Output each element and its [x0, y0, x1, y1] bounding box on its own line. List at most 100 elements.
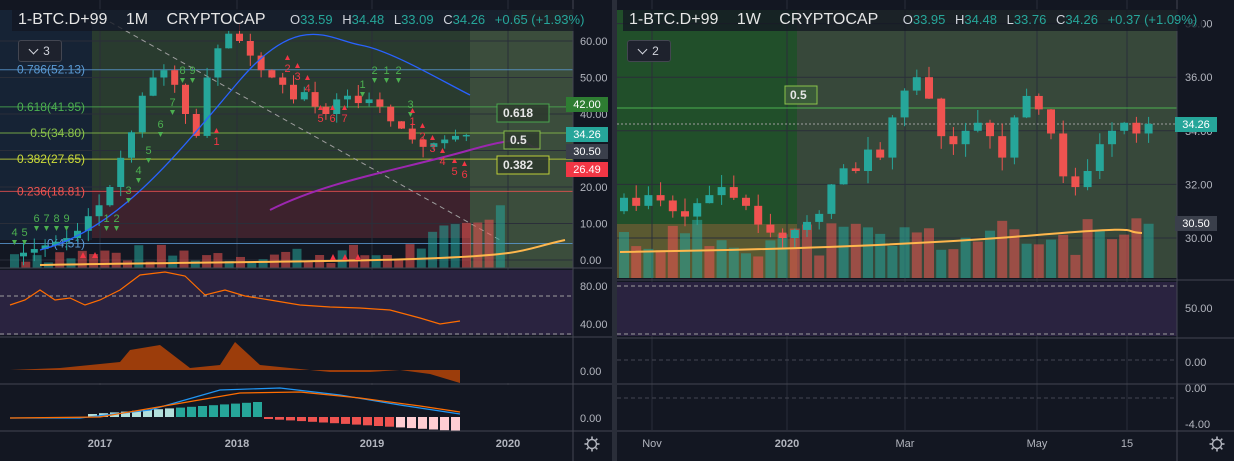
td-green-marker	[44, 226, 49, 231]
candle-body	[937, 98, 946, 137]
volume-bar	[814, 255, 825, 278]
candle-body	[912, 77, 921, 91]
td-green-marker	[12, 240, 17, 245]
candle-body	[949, 136, 958, 145]
candle-body	[322, 106, 330, 114]
candle-body	[419, 139, 427, 147]
td-green-marker	[114, 226, 119, 231]
chevron-down-icon	[637, 44, 648, 54]
td-red-count: 6	[461, 169, 467, 181]
candle-body	[203, 77, 211, 136]
td-red-marker	[305, 75, 310, 80]
td-green-marker	[360, 92, 365, 97]
td-green-count: 7	[169, 97, 175, 109]
macd-histogram-bar	[451, 417, 460, 431]
td-red-marker	[452, 158, 457, 163]
td-green-marker	[408, 112, 413, 117]
candle-body	[192, 114, 200, 136]
td-red-marker	[342, 105, 347, 110]
macd-histogram-bar	[396, 417, 405, 428]
candle-body	[1083, 171, 1092, 188]
volume-bar	[1009, 229, 1020, 278]
candle-body	[300, 92, 308, 100]
td-red-marker	[430, 135, 435, 140]
momentum-axis-tick: 0.00	[1185, 357, 1206, 369]
macd-histogram-bar	[440, 417, 449, 431]
price-badge-label: 42.00	[573, 99, 601, 111]
candle-body	[441, 139, 449, 144]
volume-bar	[850, 223, 861, 278]
candle-body	[279, 77, 287, 85]
candle-body	[160, 70, 168, 78]
indicators-toggle-button[interactable]: 3	[18, 40, 62, 62]
macd-histogram-bar	[275, 417, 284, 420]
td-green-count: 1	[359, 79, 365, 91]
settings-gear-icon[interactable]	[584, 436, 600, 452]
volume-bar	[111, 252, 121, 268]
symbol-title[interactable]: 1-BTC.D+99	[629, 11, 719, 28]
td-green-count: 3	[125, 185, 131, 197]
change-value: +0.37 (+1.09%)	[1107, 12, 1198, 27]
monthly-chart-canvas[interactable]: 0.786(52.13) 0.618(41.95) 0.5(34.80) 0.382(…	[0, 0, 612, 461]
momentum-area	[10, 342, 460, 383]
interval-label[interactable]: 1W	[736, 11, 761, 28]
fib-level-label: 0.236(18.81)	[17, 184, 85, 198]
td-green-marker	[136, 178, 141, 183]
price-badge	[566, 144, 608, 159]
td-red-count: 1	[213, 136, 219, 148]
indicators-toggle-button[interactable]: 2	[627, 40, 671, 62]
interval-label[interactable]: 1M	[125, 11, 149, 28]
fib-box-label: 0.5	[510, 133, 527, 147]
price-axis-tick: 10.00	[580, 219, 608, 231]
candle-body	[717, 187, 726, 196]
td-green-count: 9	[189, 65, 195, 77]
volume-bar	[643, 248, 654, 278]
candle-body	[973, 122, 982, 131]
weekly-chart-header: 1-BTC.D+99 1W CRYPTOCAP O33.95 H34.48 L3…	[623, 9, 1204, 31]
weekly-chart-canvas[interactable]: 0.538.0036.0034.0032.0030.0050.000.000.0…	[617, 0, 1234, 461]
volume-bar	[55, 252, 65, 268]
candle-body	[790, 229, 799, 238]
fib-level-label: 0.786(52.13)	[17, 63, 85, 77]
td-red-count: 5	[317, 113, 323, 125]
price-axis-tick: 20.00	[580, 182, 608, 194]
price-axis-tick: 0.00	[580, 255, 601, 267]
volume-bar	[450, 224, 460, 268]
symbol-title[interactable]: 1-BTC.D+99	[18, 11, 108, 28]
macd-histogram-bar	[154, 409, 163, 417]
settings-gear-icon[interactable]	[1209, 436, 1225, 452]
td-red-marker	[318, 105, 323, 110]
td-red-marker	[440, 148, 445, 153]
weekly-chart[interactable]: 0.538.0036.0034.0032.0030.0050.000.000.0…	[617, 0, 1234, 461]
fib-box	[503, 130, 541, 150]
td-red-count: 5	[451, 166, 457, 178]
volume-bar	[875, 233, 886, 278]
td-green-count: 5	[21, 227, 27, 239]
macd-histogram-bar	[407, 417, 416, 429]
volume-bar	[1143, 223, 1154, 278]
candle-body	[632, 197, 641, 206]
fib-level-label: 0.618(41.95)	[17, 100, 85, 114]
open-value: 33.59	[300, 12, 333, 27]
rsi-axis-tick: 50.00	[1185, 303, 1213, 315]
td-red-count: 2	[284, 63, 290, 75]
volume-bar	[134, 245, 144, 268]
td-red-arrow	[80, 252, 86, 258]
open-value: 33.95	[912, 12, 946, 27]
volume-bar	[179, 250, 189, 268]
candle-body	[452, 135, 459, 140]
rsi-axis-tick: 80.00	[580, 281, 608, 293]
candle-body	[354, 95, 362, 104]
fib-level-label: 0(4.51)	[47, 237, 85, 251]
volume-bar	[1119, 234, 1130, 278]
monthly-chart[interactable]: 0.786(52.13) 0.618(41.95) 0.5(34.80) 0.382(…	[0, 0, 612, 461]
candle-body	[20, 252, 27, 257]
td-green-count: 1	[103, 213, 109, 225]
macd-axis-tick: 0.00	[1185, 383, 1206, 395]
candle-body	[925, 77, 933, 99]
macd-histogram-bar	[187, 406, 196, 417]
candle-body	[742, 197, 750, 206]
macd-histogram-bar	[253, 402, 262, 417]
candle-body	[149, 77, 157, 96]
price-badge-label: 30.50	[573, 146, 601, 158]
